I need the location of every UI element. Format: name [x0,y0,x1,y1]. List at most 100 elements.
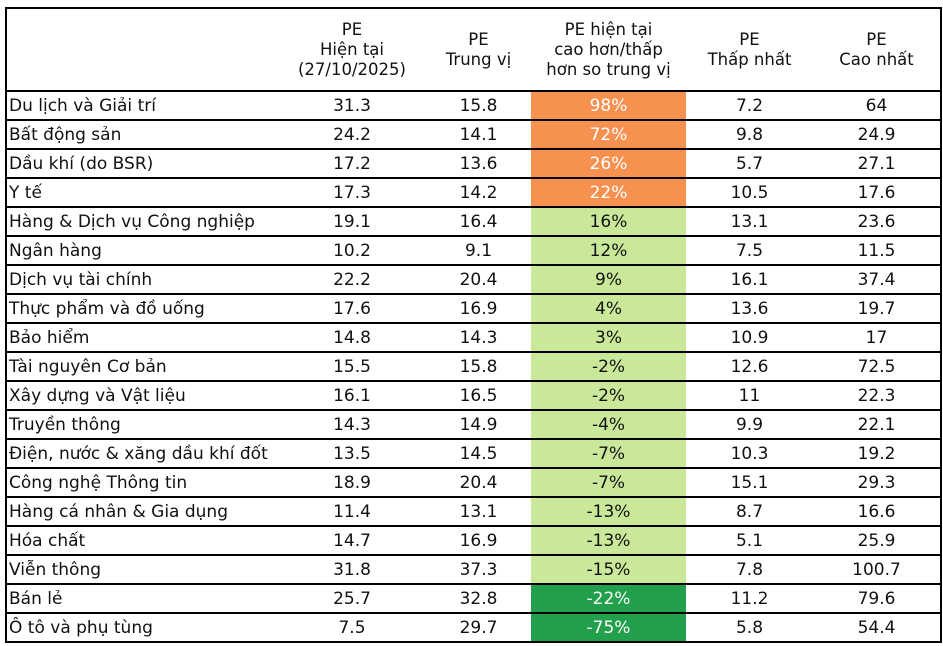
cell-pe-median: 14.1 [426,120,531,150]
cell-diff: 4% [531,294,686,324]
cell-pe-current: 10.2 [278,236,426,266]
cell-sector: Hàng & Dịch vụ Công nghiệp [6,207,278,237]
header-row: PE Hiện tại (27/10/2025) PE Trung vị PE … [6,8,941,92]
cell-sector: Hóa chất [6,526,278,556]
cell-diff: -13% [531,526,686,556]
cell-pe-max: 17 [813,323,941,353]
cell-sector: Xây dựng và Vật liệu [6,381,278,411]
header-pe-min-line: Thấp nhất [707,49,792,69]
header-pe-max: PE Cao nhất [813,8,941,92]
table-row: Hóa chất 14.7 16.9 -13% 5.1 25.9 [6,526,941,556]
cell-sector: Điện, nước & xăng dầu khí đốt [6,439,278,469]
cell-pe-min: 10.9 [686,323,813,353]
cell-pe-median: 16.9 [426,526,531,556]
cell-pe-median: 20.4 [426,468,531,498]
table-row: Bảo hiểm 14.8 14.3 3% 10.9 17 [6,323,941,353]
header-pe-current-line: PE [341,19,363,39]
cell-sector: Bất động sản [6,120,278,150]
table-row: Hàng cá nhân & Gia dụng 11.4 13.1 -13% 8.7 16… [6,497,941,527]
cell-pe-max: 29.3 [813,468,941,498]
cell-diff: 9% [531,265,686,295]
cell-diff: -2% [531,352,686,382]
cell-pe-max: 17.6 [813,178,941,208]
cell-pe-max: 27.1 [813,149,941,179]
cell-pe-min: 7.5 [686,236,813,266]
cell-pe-median: 29.7 [459,617,498,638]
cell-pe-current: 31.8 [278,555,426,585]
cell-sector: Dịch vụ tài chính [6,265,278,295]
cell-pe-max: 11.5 [813,236,941,266]
cell-pe-median: 16.5 [426,381,531,411]
cell-diff: -22% [531,584,686,614]
header-diff-line: cao hơn/thấp [554,39,663,59]
cell-pe-max: 100.7 [813,555,941,585]
cell-pe-max: 22.3 [813,381,941,411]
cell-sector: Thực phẩm và đồ uống [6,294,278,324]
cell-pe-max: 72.5 [813,352,941,382]
cell-pe-max: 64 [813,91,941,121]
cell-diff: -75% [531,613,686,642]
header-pe-median: PE Trung vị [426,8,531,92]
cell-pe-current: 14.8 [278,323,426,353]
cell-sector: Công nghệ Thông tin [6,468,278,498]
cell-pe-min: 10.5 [686,178,813,208]
table-row: Ngân hàng 10.2 9.1 12% 7.5 11.5 [6,236,941,266]
header-pe-max-line: PE [866,29,887,49]
cell-pe-current: 13.5 [278,439,426,469]
cell-pe-median: 16.4 [426,207,531,237]
cell-pe-max: 23.6 [813,207,941,237]
cell-pe-max: 16.6 [813,497,941,527]
cell-pe-current: 14.3 [278,410,426,440]
cell-diff: 16% [531,207,686,237]
cell-pe-max: 25.9 [813,526,941,556]
table-row: Ô tô và phụ tùng 7.5 29.7 -75% 5.8 54.4 [6,613,941,642]
table-row: Viễn thông 31.8 37.3 -15% 7.8 100.7 [6,555,941,585]
table-row: Bán lẻ 25.7 32.8 -22% 11.2 79.6 [6,584,941,614]
cell-pe-min: 8.7 [686,497,813,527]
cell-diff: 26% [531,149,686,179]
header-pe-median-line: Trung vị [445,49,512,69]
cell-pe-median: 15.8 [426,352,531,382]
cell-diff: -4% [531,410,686,440]
table-row: Dịch vụ tài chính 22.2 20.4 9% 16.1 37.4 [6,265,941,295]
header-diff-line: PE hiện tại [564,19,653,39]
cell-pe-max: 54.4 [857,617,896,638]
cell-pe-max: 22.1 [813,410,941,440]
cell-pe-min: 5.8 [735,617,764,638]
table-row: Công nghệ Thông tin 18.9 20.4 -7% 15.1 29.3 [6,468,941,498]
table-row: Hàng & Dịch vụ Công nghiệp 19.1 16.4 16% 13.… [6,207,941,237]
cell-sector: Du lịch và Giải trí [6,91,278,121]
header-pe-current-line: (27/10/2025) [298,59,406,79]
cell-pe-current: 24.2 [278,120,426,150]
cell-pe-min: 7.8 [686,555,813,585]
table-row: Xây dựng và Vật liệu 16.1 16.5 -2% 11 22.3 [6,381,941,411]
cell-sector: Bán lẻ [6,584,278,614]
cell-pe-median: 14.2 [426,178,531,208]
cell-pe-median: 14.9 [426,410,531,440]
cell-pe-max: 24.9 [813,120,941,150]
cell-diff: 3% [531,323,686,353]
cell-pe-min: 7.2 [686,91,813,121]
cell-pe-current: 31.3 [278,91,426,121]
cell-pe-median: 14.3 [426,323,531,353]
cell-pe-min: 11.2 [686,584,813,614]
cell-sector: Bảo hiểm [6,323,278,353]
cell-pe-min: 5.1 [686,526,813,556]
header-pe-current: PE Hiện tại (27/10/2025) [278,8,426,92]
header-sector [6,8,278,92]
header-pe-max-line: Cao nhất [839,49,914,69]
cell-pe-current: 18.9 [278,468,426,498]
table-row: Tài nguyên Cơ bản 15.5 15.8 -2% 12.6 72.5 [6,352,941,382]
cell-diff: -15% [531,555,686,585]
cell-pe-max: 79.6 [813,584,941,614]
header-pe-min-line: PE [739,29,760,49]
cell-pe-min: 9.9 [686,410,813,440]
cell-pe-current: 22.2 [278,265,426,295]
cell-pe-median: 14.5 [426,439,531,469]
cell-pe-max: 19.2 [813,439,941,469]
cell-pe-min: 11 [686,381,813,411]
cell-pe-median: 13.1 [426,497,531,527]
cell-sector: Tài nguyên Cơ bản [6,352,278,382]
cell-pe-current: 19.1 [278,207,426,237]
cell-diff: 12% [531,236,686,266]
